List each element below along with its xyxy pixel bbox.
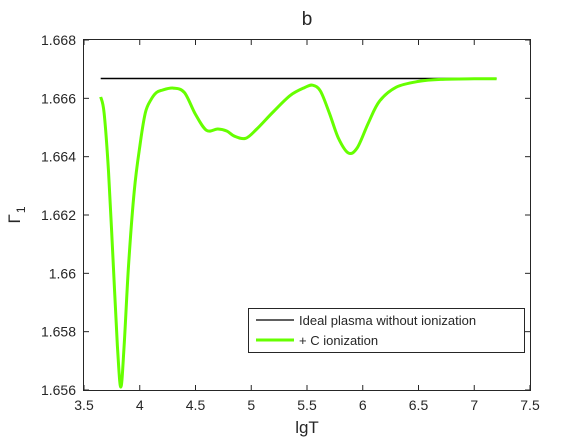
- y-tick-label: 1.666: [41, 90, 76, 106]
- x-tick-label: 4: [136, 397, 144, 413]
- y-tick-label: 1.656: [41, 382, 76, 398]
- plot-series-group: [99, 77, 497, 389]
- plot-frame: [83, 39, 531, 391]
- x-axis-label: lgT: [295, 418, 319, 437]
- x-tick-label: 7: [470, 397, 478, 413]
- x-tick-label: 5: [247, 397, 255, 413]
- y-axis-label-subscript: 1: [14, 206, 28, 213]
- series-line-1: [99, 77, 497, 389]
- legend-label-c-ionization: + C ionization: [299, 333, 378, 348]
- x-tick-label: 7.5: [520, 397, 540, 413]
- x-tick-label: 5.5: [297, 397, 317, 413]
- axes-box: [83, 39, 531, 391]
- legend: Ideal plasma without ionization + C ioni…: [248, 308, 525, 353]
- y-axis-ticks: 1.656 1.658 1.66 1.662 1.664 1.666 1.668: [41, 32, 530, 398]
- y-tick-label: 1.664: [41, 149, 76, 165]
- x-tick-label: 6: [359, 397, 367, 413]
- y-tick-label: 1.658: [41, 324, 76, 340]
- legend-box: [248, 308, 525, 353]
- svg-text:Γ1: Γ1: [5, 206, 28, 223]
- x-tick-label: 3.5: [74, 397, 94, 413]
- x-tick-label: 4.5: [186, 397, 206, 413]
- y-axis-label: Γ1: [5, 206, 28, 223]
- chart-title: b: [302, 9, 313, 30]
- y-axis-label-main: Γ: [5, 214, 24, 223]
- x-tick-label: 6.5: [409, 397, 429, 413]
- x-axis-ticks: 3.5 4 4.5 5 5.5 6 6.5 7 7.5: [74, 40, 540, 413]
- legend-label-ideal: Ideal plasma without ionization: [299, 313, 476, 328]
- y-tick-label: 1.668: [41, 32, 76, 48]
- y-tick-label: 1.662: [41, 207, 76, 223]
- y-tick-label: 1.66: [49, 265, 76, 281]
